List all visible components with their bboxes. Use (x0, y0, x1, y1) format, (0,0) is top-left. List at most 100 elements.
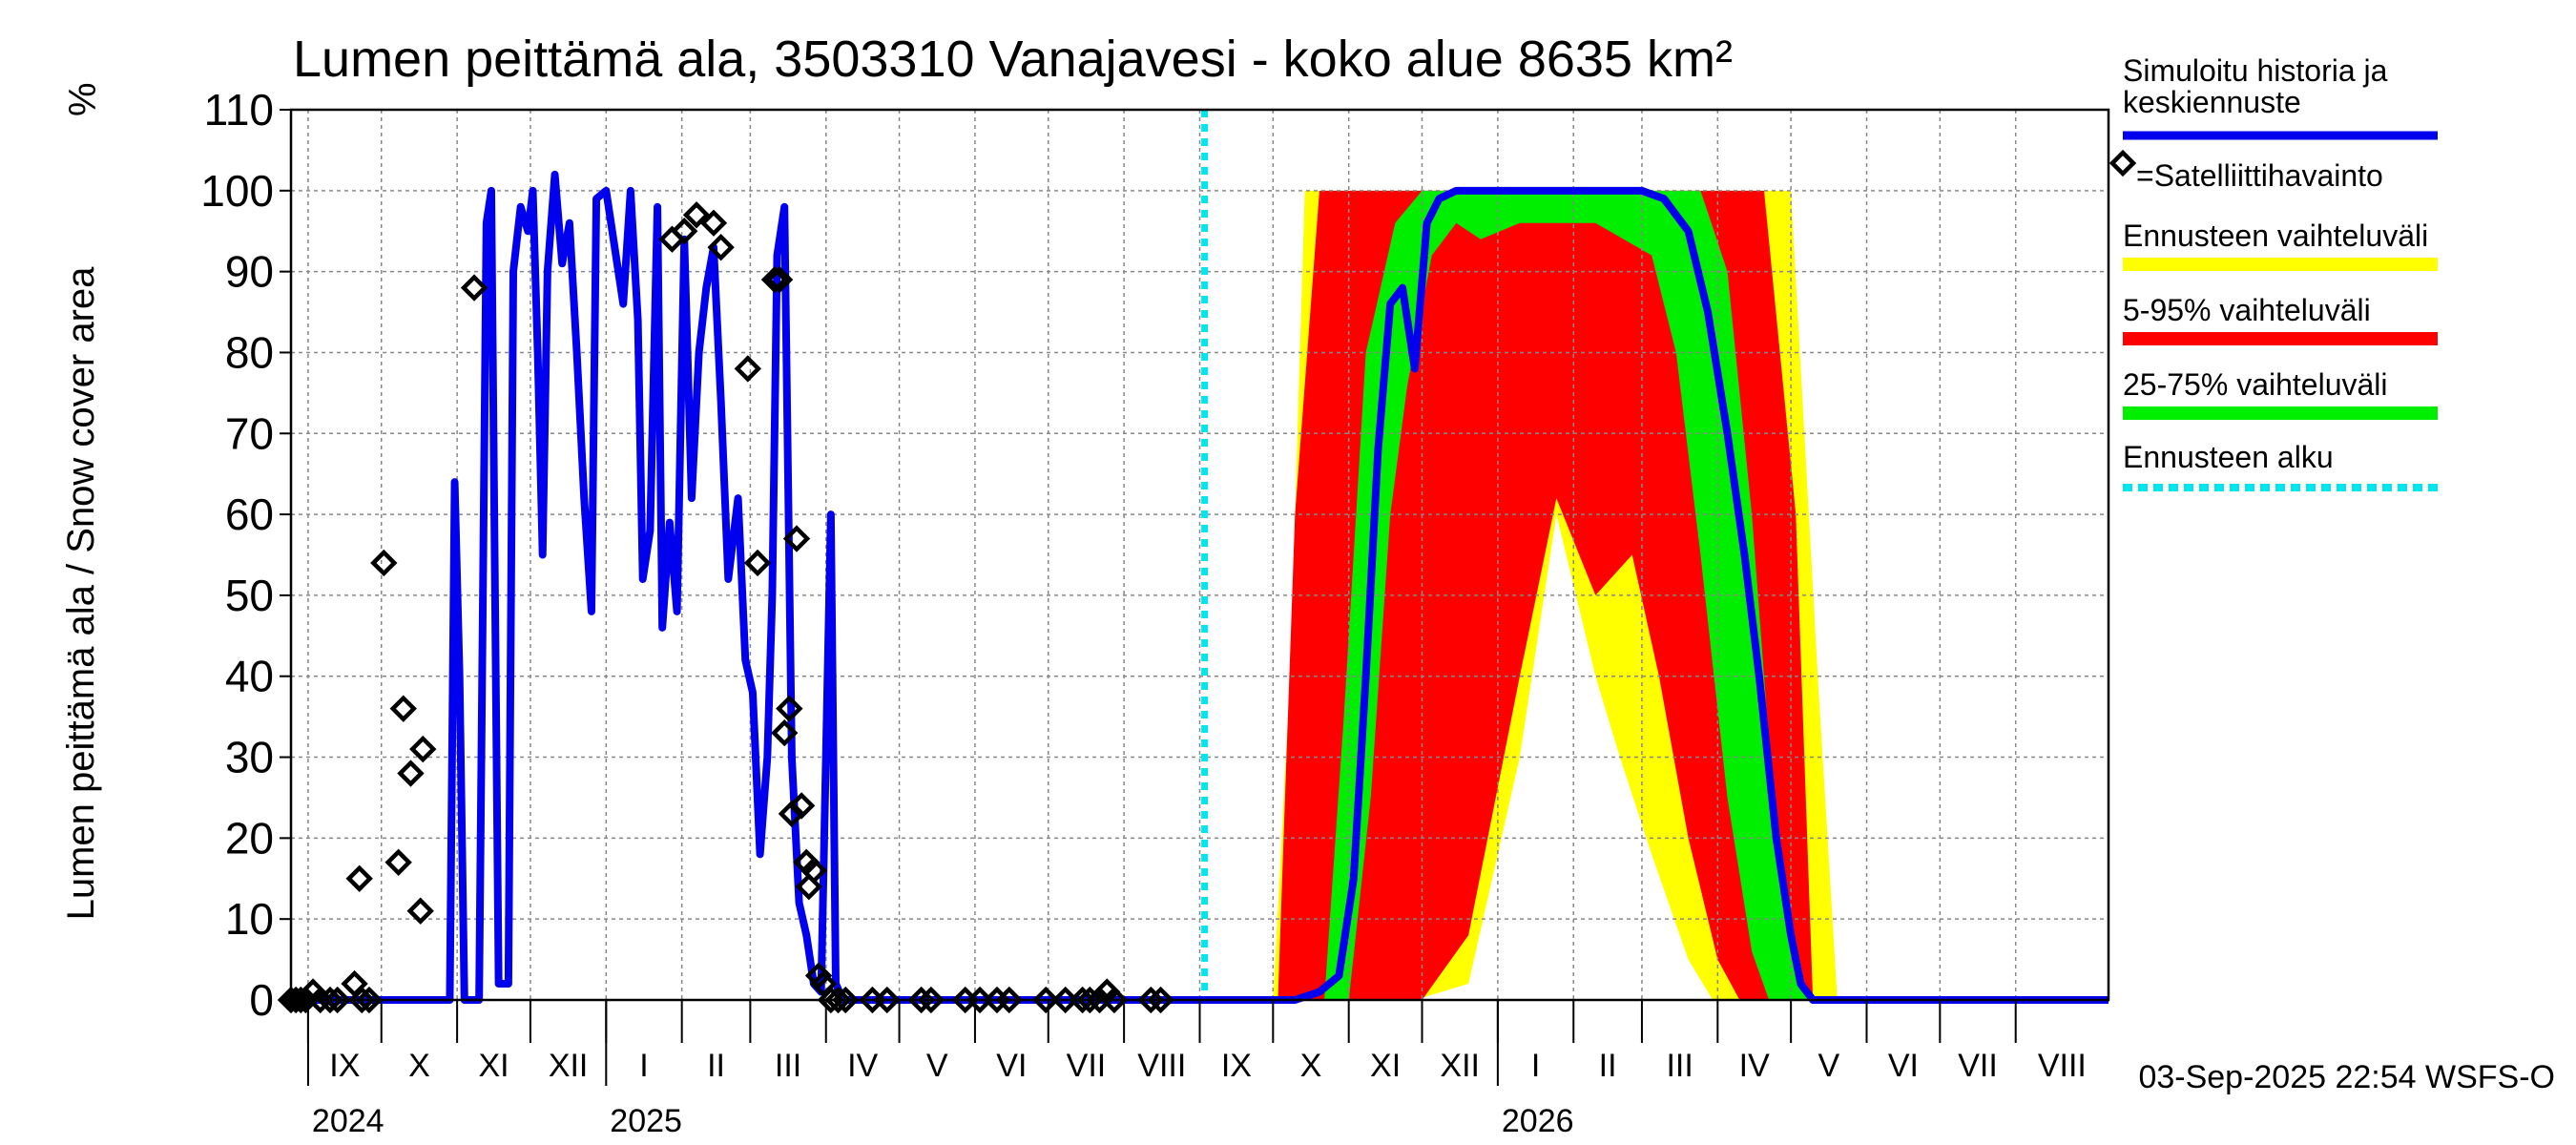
observation-point (734, 355, 761, 383)
y-tick-label: 10 (225, 894, 274, 944)
observation-point (760, 265, 789, 294)
observation-point (776, 695, 803, 722)
observation-point (370, 549, 398, 577)
observation-point (966, 986, 994, 1014)
month-label: V (926, 1048, 948, 1084)
month-label: IV (1739, 1048, 1770, 1084)
observation-point (995, 986, 1023, 1014)
legend-label: Ennusteen vaihteluväli (2123, 219, 2428, 253)
y-tick-label: 40 (225, 652, 274, 701)
observation-point (907, 986, 935, 1014)
year-label: 2026 (1502, 1103, 1574, 1139)
y-tick-label: 30 (225, 733, 274, 782)
month-label: VIII (1137, 1048, 1186, 1084)
month-label: XI (478, 1048, 509, 1084)
month-label: XII (549, 1048, 589, 1084)
y-axis-label: Lumen peittämä ala / Snow cover area (60, 266, 102, 921)
month-label: III (1666, 1048, 1693, 1084)
month-label: IV (847, 1048, 878, 1084)
main-series-line (291, 170, 2109, 1004)
y-tick-label: 70 (225, 408, 274, 458)
observation-point (460, 274, 488, 302)
y-tick-label: 80 (225, 327, 274, 377)
observation-point (707, 234, 735, 261)
legend-label: keskiennuste (2123, 85, 2301, 119)
month-label: IX (1221, 1048, 1252, 1084)
year-label: 2024 (312, 1103, 384, 1139)
month-label: IX (329, 1048, 360, 1084)
y-tick-label: 90 (225, 247, 274, 297)
satellite-observations (277, 201, 1174, 1014)
observation-point (1137, 986, 1165, 1014)
observation-point (355, 986, 384, 1014)
observation-point (389, 695, 417, 722)
observation-point (1051, 986, 1079, 1014)
month-label: VII (1067, 1048, 1107, 1084)
plot-frame (289, 108, 2110, 1002)
observation-point (795, 873, 823, 901)
month-label: XI (1370, 1048, 1401, 1084)
month-label: I (639, 1048, 648, 1084)
observation-point (699, 209, 728, 237)
observation-point (1069, 986, 1096, 1014)
y-tick-label: 20 (225, 813, 274, 863)
observation-point (782, 525, 811, 552)
observation-point (832, 986, 860, 1014)
observation-point (787, 792, 816, 820)
y-tick-label: 0 (249, 975, 274, 1025)
month-label: I (1531, 1048, 1540, 1084)
month-label: II (707, 1048, 725, 1084)
observation-point (316, 986, 344, 1014)
month-label: II (1599, 1048, 1617, 1084)
observation-point (1147, 986, 1174, 1014)
month-label: VII (1958, 1048, 1998, 1084)
y-tick-label: 50 (225, 571, 274, 620)
observation-point (804, 962, 833, 989)
observation-point (281, 986, 310, 1014)
month-label: VI (1888, 1048, 1919, 1084)
y-tick-label: 110 (204, 85, 274, 135)
observation-point (778, 800, 806, 828)
y-tick-label: 60 (225, 489, 274, 539)
month-label: III (775, 1048, 801, 1084)
forecast-bands (1204, 190, 2109, 1000)
year-label: 2025 (610, 1103, 682, 1139)
legend-diamond (2109, 149, 2137, 177)
legend-label: Simuloitu historia ja (2123, 53, 2388, 88)
observation-point (384, 848, 412, 876)
band-area-1 (1204, 190, 2109, 1000)
observation-point (765, 265, 794, 294)
legend-label: 25-75% vaihteluväli (2123, 367, 2388, 402)
month-label: XII (1440, 1048, 1480, 1084)
y-unit-label: % (62, 82, 104, 116)
observation-point (409, 735, 437, 763)
observation-point (323, 986, 351, 1014)
observation-point (873, 986, 901, 1014)
legend-label: Ennusteen alku (2123, 440, 2334, 474)
observation-point (306, 986, 334, 1014)
observation-point (1100, 986, 1129, 1014)
month-label: X (408, 1048, 430, 1084)
observation-point (397, 760, 425, 787)
main-series (291, 110, 2109, 1004)
observation-point (771, 718, 799, 747)
legend-label: 5-95% vaihteluväli (2123, 293, 2371, 327)
observation-point (1076, 986, 1104, 1014)
observation-point (743, 549, 772, 577)
observation-point (406, 897, 434, 925)
observation-point (682, 201, 711, 229)
month-label: X (1300, 1048, 1322, 1084)
observation-point (671, 218, 698, 245)
month-label: V (1818, 1048, 1839, 1084)
observation-point (800, 857, 828, 885)
month-label: VIII (2038, 1048, 2087, 1084)
observation-point (1032, 986, 1060, 1014)
legend-label: =Satelliittihavainto (2136, 158, 2383, 193)
observation-point (917, 986, 945, 1014)
month-label: VI (996, 1048, 1027, 1084)
observation-point (348, 986, 376, 1014)
observation-point (345, 864, 373, 892)
